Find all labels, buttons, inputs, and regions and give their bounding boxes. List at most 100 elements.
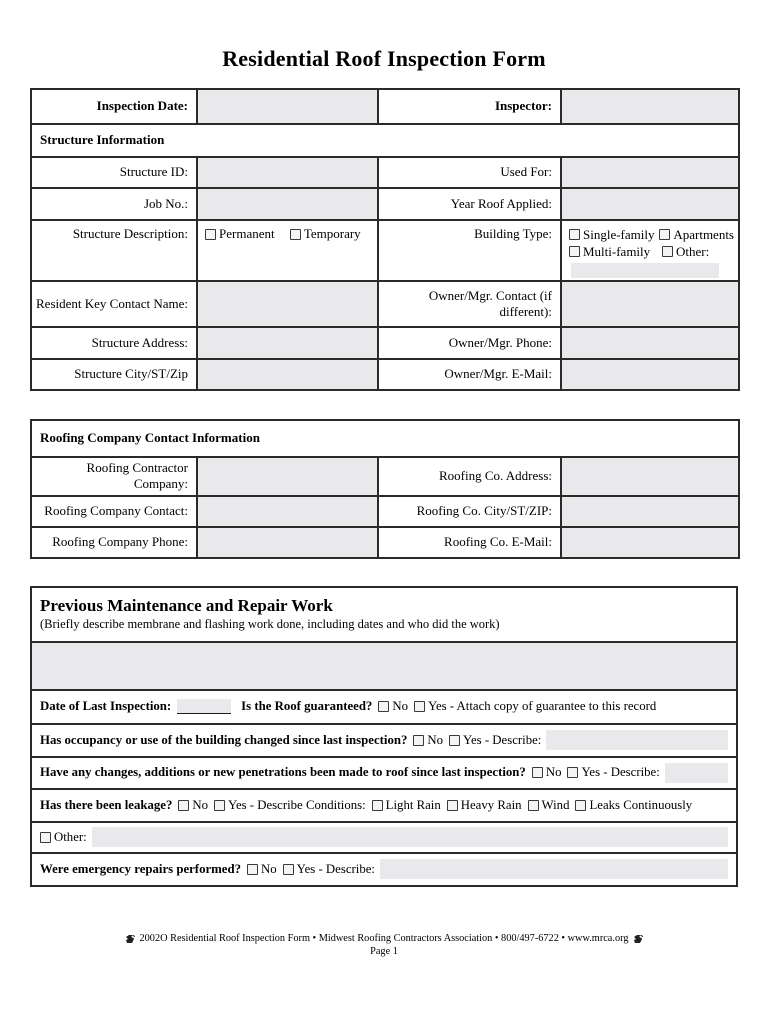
building-type-other-field[interactable] — [571, 263, 719, 278]
structure-description-label: Structure Description: — [30, 219, 198, 282]
emergency-yes-label: Yes - Describe: — [296, 861, 375, 876]
footer-page-number: Page 1 — [370, 946, 398, 957]
heavy-rain-label: Heavy Rain — [460, 797, 522, 812]
roofing-address-field[interactable] — [559, 456, 741, 497]
checkbox-leakage-no[interactable] — [178, 799, 190, 811]
wind-label: Wind — [541, 797, 570, 812]
checkbox-emergency-no[interactable] — [247, 863, 259, 875]
owner-contact-label: Owner/Mgr. Contact (if different): — [377, 280, 562, 328]
checkbox-changes-yes[interactable] — [567, 767, 579, 778]
guaranteed-no-label: No — [392, 699, 408, 713]
roofing-phone-field[interactable] — [196, 525, 379, 559]
roof-guaranteed-label: Is the Roof guaranteed? — [241, 699, 373, 713]
mrca-logo-icon — [633, 934, 643, 943]
checkbox-permanent[interactable] — [205, 228, 216, 240]
structure-info-heading: Structure Information — [30, 123, 740, 158]
roofing-contact-field[interactable] — [196, 494, 379, 528]
maintenance-subheading: (Briefly describe membrane and flashing … — [40, 617, 500, 631]
owner-email-label: Owner/Mgr. E-Mail: — [377, 358, 562, 391]
footer-text: 2002O Residential Roof Inspection Form •… — [139, 933, 629, 944]
maintenance-description-field[interactable] — [30, 640, 738, 691]
checkbox-occupancy-yes[interactable] — [449, 734, 461, 746]
inspector-field[interactable] — [560, 88, 740, 125]
year-roof-applied-label: Year Roof Applied: — [377, 187, 562, 221]
changes-no-label: No — [545, 765, 562, 779]
structure-city-field[interactable] — [196, 358, 379, 391]
leakage-no-label: No — [192, 797, 208, 812]
roofing-company-field[interactable] — [196, 456, 379, 497]
checkbox-changes-no[interactable] — [531, 767, 543, 778]
changes-question: Have any changes, additions or new penet… — [40, 765, 526, 779]
occupancy-describe-field[interactable] — [546, 730, 728, 750]
other-label: Other: — [54, 829, 87, 844]
job-no-label: Job No.: — [30, 187, 198, 221]
leakage-question: Has there been leakage? — [40, 797, 173, 812]
inspector-label: Inspector: — [377, 88, 562, 125]
structure-description-options: Permanent Temporary — [196, 219, 379, 282]
checkbox-guaranteed-no[interactable] — [378, 701, 390, 712]
emergency-question: Were emergency repairs performed? — [40, 861, 242, 876]
inspection-date-field[interactable] — [196, 88, 379, 125]
checkbox-temporary[interactable] — [289, 228, 301, 240]
other-building-label: Other: — [676, 244, 710, 259]
changes-yes-label: Yes - Describe: — [581, 765, 660, 779]
checkbox-heavy-rain[interactable] — [446, 799, 458, 811]
checkbox-light-rain[interactable] — [371, 799, 383, 811]
roofing-address-label: Roofing Co. Address: — [377, 456, 562, 497]
structure-city-label: Structure City/ST/Zip — [30, 358, 198, 391]
resident-contact-field[interactable] — [196, 280, 379, 328]
checkbox-emergency-yes[interactable] — [282, 863, 294, 875]
roofing-email-label: Roofing Co. E-Mail: — [377, 525, 562, 559]
building-type-label: Building Type: — [377, 219, 562, 282]
changes-describe-field[interactable] — [664, 762, 728, 783]
checkbox-occupancy-no[interactable] — [413, 734, 425, 746]
structure-address-label: Structure Address: — [30, 326, 198, 360]
structure-id-label: Structure ID: — [30, 156, 198, 189]
other-describe-field[interactable] — [91, 827, 728, 847]
structure-id-field[interactable] — [196, 156, 379, 189]
checkbox-apartments[interactable] — [659, 229, 671, 240]
light-rain-label: Light Rain — [385, 797, 441, 812]
checkbox-leaks-continuously[interactable] — [575, 799, 587, 811]
roofing-city-field[interactable] — [559, 494, 741, 528]
used-for-label: Used For: — [377, 156, 562, 189]
job-no-field[interactable] — [196, 187, 379, 221]
roofing-contact-label: Roofing Company Contact: — [30, 494, 198, 528]
inspection-date-label: Inspection Date: — [30, 88, 198, 125]
checkbox-other[interactable] — [40, 831, 51, 843]
occupancy-question: Has occupancy or use of the building cha… — [40, 732, 408, 747]
apartments-label: Apartments — [673, 227, 734, 242]
checkbox-other-building[interactable] — [662, 246, 673, 257]
resident-contact-label: Resident Key Contact Name: — [30, 280, 198, 328]
checkbox-leakage-yes[interactable] — [213, 799, 225, 811]
last-inspection-date-field[interactable] — [177, 699, 232, 714]
footer: 2002O Residential Roof Inspection Form •… — [0, 932, 768, 959]
emergency-no-label: No — [261, 861, 277, 876]
owner-contact-field[interactable] — [560, 280, 740, 328]
emergency-describe-field[interactable] — [379, 859, 728, 879]
occupancy-yes-label: Yes - Describe: — [463, 732, 542, 747]
roofing-company-heading: Roofing Company Contact Information — [29, 419, 741, 458]
used-for-field[interactable] — [560, 156, 740, 189]
roofing-company-label: Roofing Contractor Company: — [30, 456, 198, 497]
structure-info-table: Inspection Date: Inspector: Structure In… — [30, 88, 740, 391]
temporary-label: Temporary — [303, 226, 361, 241]
page-title: Residential Roof Inspection Form — [222, 46, 546, 71]
checkbox-multi-family[interactable] — [569, 246, 580, 257]
checkbox-guaranteed-yes[interactable] — [413, 701, 425, 712]
owner-email-field[interactable] — [560, 358, 740, 391]
building-type-options: Single-family Apartments Multi-family Ot… — [560, 219, 740, 282]
roofing-phone-label: Roofing Company Phone: — [30, 525, 198, 559]
owner-phone-field[interactable] — [560, 326, 740, 360]
maintenance-heading: Previous Maintenance and Repair Work — [40, 596, 333, 615]
checkbox-single-family[interactable] — [569, 229, 580, 240]
roofing-email-field[interactable] — [559, 525, 741, 559]
year-roof-applied-field[interactable] — [560, 187, 740, 221]
leaks-continuously-label: Leaks Continuously — [589, 797, 693, 812]
checkbox-wind[interactable] — [527, 799, 539, 811]
single-family-label: Single-family — [583, 227, 655, 242]
mrca-logo-icon — [125, 934, 135, 943]
structure-address-field[interactable] — [196, 326, 379, 360]
roofing-city-label: Roofing Co. City/ST/ZIP: — [377, 494, 562, 528]
